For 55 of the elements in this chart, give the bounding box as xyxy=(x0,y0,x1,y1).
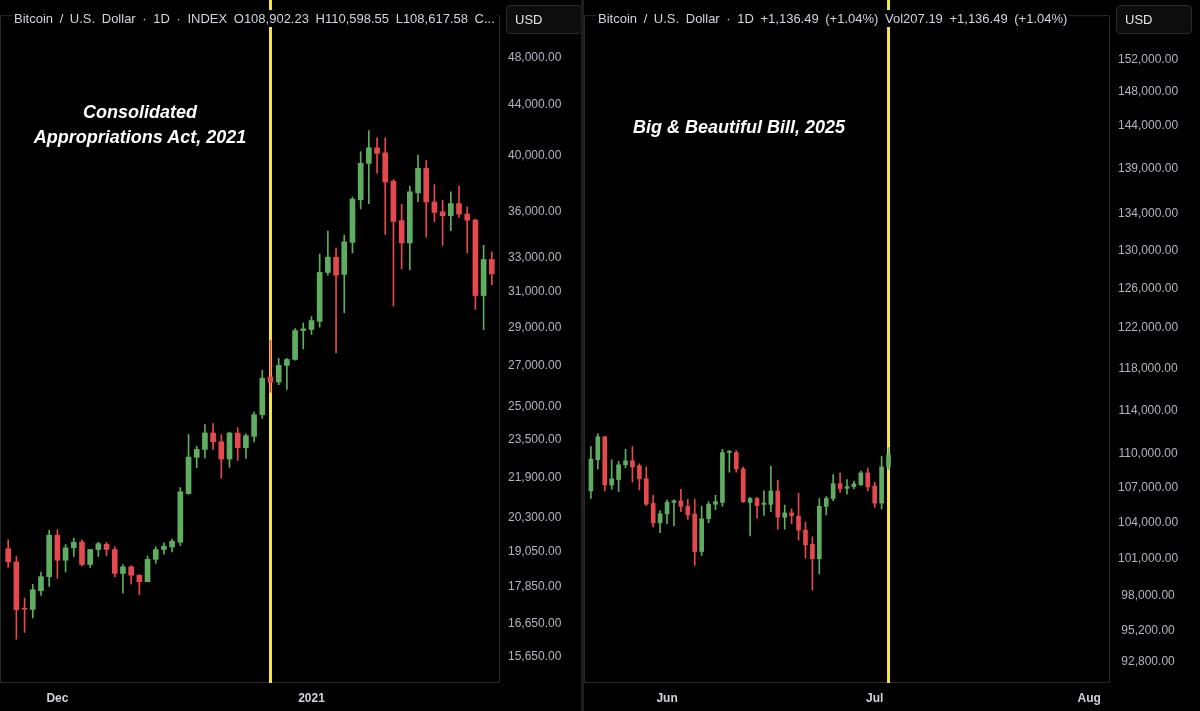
y-tick-label: 23,500.00 xyxy=(508,431,562,446)
y-axis-title: USD xyxy=(506,5,582,34)
x-tick-label: Dec xyxy=(46,690,69,705)
y-tick-label: 139,000.00 xyxy=(1118,160,1179,175)
x-tick-label: Jul xyxy=(866,690,884,705)
y-tick-label: 122,000.00 xyxy=(1118,320,1179,335)
y-tick-label: 130,000.00 xyxy=(1118,242,1179,257)
y-tick-label: 17,850.00 xyxy=(508,578,562,593)
y-tick-label: 44,000.00 xyxy=(508,96,562,111)
y-tick-label: 107,000.00 xyxy=(1118,480,1179,495)
candlestick xyxy=(609,459,615,490)
y-tick-label: 20,300.00 xyxy=(508,510,562,525)
y-tick-label: 36,000.00 xyxy=(508,203,562,218)
x-tick-label: Aug xyxy=(1077,690,1101,705)
candlestick xyxy=(844,479,850,495)
chart-title: Bitcoin / U.S. Dollar · 1D · INDEX O108,902.23 H110,598.55 L108,617.58 C... xyxy=(12,10,497,27)
y-tick-label: 98,000.00 xyxy=(1121,587,1176,602)
y-tick-label: 48,000.00 xyxy=(508,50,562,65)
y-tick-label: 144,000.00 xyxy=(1118,117,1179,132)
candlestick xyxy=(333,247,339,354)
y-tick-label: 148,000.00 xyxy=(1118,84,1179,99)
candlestick xyxy=(284,357,290,390)
y-tick-label: 31,000.00 xyxy=(508,283,562,298)
y-tick-label: 114,000.00 xyxy=(1118,402,1178,417)
y-tick-label: 118,000.00 xyxy=(1118,360,1178,375)
candlestick xyxy=(374,137,380,174)
candlestick xyxy=(464,206,471,254)
candlestick xyxy=(747,497,753,537)
y-tick-label: 21,900.00 xyxy=(508,469,562,484)
y-tick-label: 27,000.00 xyxy=(508,357,562,372)
candlestick xyxy=(161,542,167,555)
candlestick xyxy=(366,130,372,204)
y-tick-label: 152,000.00 xyxy=(1118,51,1179,66)
y-tick-label: 95,200.00 xyxy=(1121,622,1176,637)
x-tick-label: 2021 xyxy=(298,690,326,705)
y-tick-label: 101,000.00 xyxy=(1118,550,1179,565)
y-tick-label: 104,000.00 xyxy=(1118,514,1179,529)
y-tick-label: 25,000.00 xyxy=(508,398,562,413)
y-tick-label: 92,800.00 xyxy=(1121,654,1176,669)
annotation: Big & Beautiful Bill, 2025 xyxy=(631,116,846,139)
y-tick-label: 33,000.00 xyxy=(508,250,562,265)
y-tick-label: 29,000.00 xyxy=(508,319,562,334)
y-tick-label: 126,000.00 xyxy=(1118,280,1179,295)
y-tick-label: 16,650.00 xyxy=(508,615,562,630)
y-tick-label: 40,000.00 xyxy=(508,147,562,162)
candlestick xyxy=(671,499,677,527)
y-axis-title: USD xyxy=(1116,5,1192,34)
y-tick-label: 134,000.00 xyxy=(1118,205,1179,220)
y-tick-label: 15,650.00 xyxy=(508,649,562,664)
x-tick-label: Jun xyxy=(656,690,678,705)
candlestick xyxy=(300,322,307,350)
y-tick-label: 19,050.00 xyxy=(508,544,562,559)
annotation: Consolidated Appropriations Act, 2021 xyxy=(32,101,248,150)
y-tick-label: 110,000.00 xyxy=(1118,446,1178,461)
chart-title: Bitcoin / U.S. Dollar · 1D +1,136.49 (+1.04%) Vol207.19 +1,136.49 (+1.04%) xyxy=(596,10,1070,27)
